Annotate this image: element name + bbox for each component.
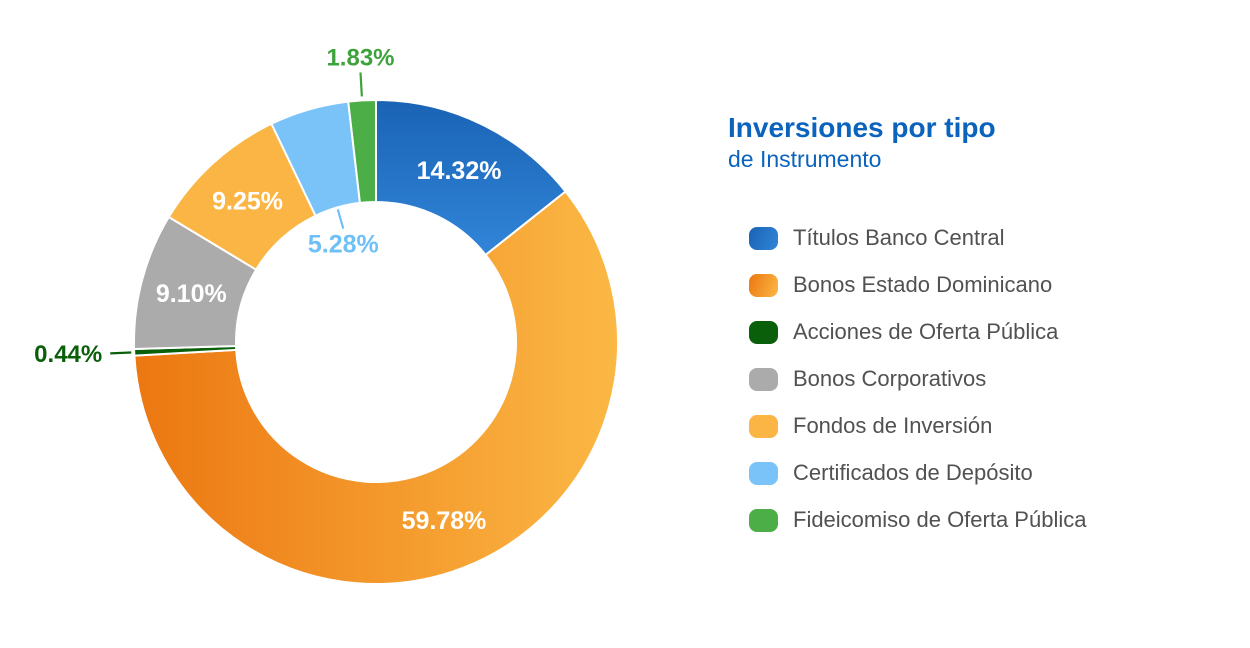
legend-label: Fideicomiso de Oferta Pública <box>793 507 1087 532</box>
legend-label: Acciones de Oferta Pública <box>793 319 1059 344</box>
label-leader-line <box>359 72 363 97</box>
legend-item: Títulos Banco Central <box>749 225 1086 250</box>
legend-item: Acciones de Oferta Pública <box>749 319 1086 344</box>
legend-color-swatch <box>749 273 778 297</box>
label-leader-line <box>110 351 132 355</box>
legend-item: Bonos Estado Dominicano <box>749 272 1086 297</box>
legend-item: Bonos Corporativos <box>749 366 1086 391</box>
segment-label: 0.44% <box>34 341 102 368</box>
segment-label: 14.32% <box>417 157 502 185</box>
legend-label: Bonos Estado Dominicano <box>793 272 1053 297</box>
legend-label: Certificados de Depósito <box>793 460 1033 485</box>
legend-label: Títulos Banco Central <box>793 225 1005 250</box>
legend-color-swatch <box>749 414 778 438</box>
chart-title-block: Inversiones por tipo de Instrumento <box>728 112 996 172</box>
legend-color-swatch <box>749 320 778 344</box>
chart-subtitle: de Instrumento <box>728 146 882 172</box>
legend-color-swatch <box>749 367 778 391</box>
segment-label: 59.78% <box>402 507 487 535</box>
segment-label: 1.83% <box>326 44 394 71</box>
donut-segment-1 <box>133 190 619 585</box>
legend-item: Certificados de Depósito <box>749 460 1086 485</box>
legend: Títulos Banco Central Bonos Estado Domini… <box>749 225 1087 532</box>
legend-item: Fondos de Inversión <box>749 413 1086 438</box>
label-leader-line <box>336 209 345 229</box>
chart-title: Inversiones por tipo <box>728 112 996 143</box>
segment-label: 9.25% <box>212 187 283 215</box>
legend-label: Fondos de Inversión <box>793 413 993 438</box>
segment-label: 5.28% <box>308 231 379 259</box>
legend-color-swatch <box>749 226 778 250</box>
donut-segment-6 <box>347 99 377 204</box>
segment-label: 9.10% <box>156 280 227 308</box>
legend-item: Fideicomiso de Oferta Pública <box>749 507 1087 532</box>
legend-color-swatch <box>749 461 778 485</box>
legend-label: Bonos Corporativos <box>793 366 987 391</box>
legend-color-swatch <box>749 508 778 532</box>
